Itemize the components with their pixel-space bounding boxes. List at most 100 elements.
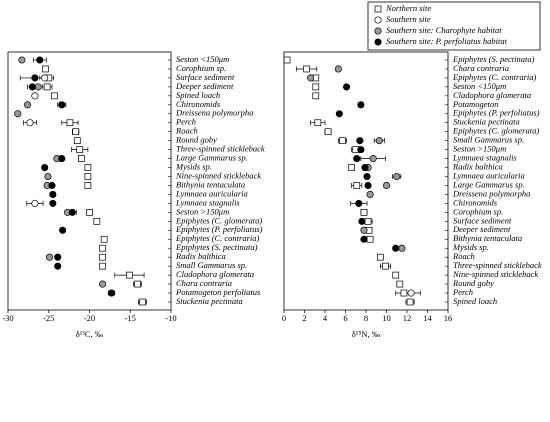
- category-label: Three-spinned stickleback: [453, 260, 542, 270]
- point: [314, 119, 322, 127]
- category-label: Chara contraria: [453, 63, 509, 73]
- category-label: Mysids sp.: [175, 162, 212, 172]
- x-tick-label: -10: [165, 313, 176, 323]
- point: [99, 253, 106, 261]
- point: [334, 65, 342, 73]
- point: [307, 74, 315, 82]
- point: [360, 209, 368, 216]
- category-label: Dreissena polymorpha: [452, 188, 530, 198]
- point: [357, 146, 365, 154]
- category-label: Lymnaea stagnalis: [175, 197, 240, 207]
- x-axis-label: δ¹⁵N, ‰: [352, 329, 381, 339]
- category-label: Lymnaea auricularia: [175, 188, 248, 198]
- point: [99, 262, 106, 270]
- point: [360, 235, 368, 243]
- category-label: Large Gammarus sp.: [175, 153, 248, 163]
- category-label: Epiphytes (C. contraria): [175, 233, 260, 243]
- category-label: Nine-spinned stickleback: [175, 170, 261, 180]
- x-tick-label: 12: [403, 313, 412, 323]
- category-label: Epiphytes (S. pectinata): [175, 242, 258, 252]
- category-label: Cladophora glomerata: [453, 90, 531, 100]
- point: [355, 199, 363, 207]
- point: [51, 92, 58, 100]
- point: [364, 181, 372, 190]
- point: [361, 164, 369, 172]
- point: [374, 38, 382, 46]
- category-label: Perch: [175, 117, 196, 127]
- category-label: Large Gammarus sp.: [452, 179, 525, 189]
- point: [41, 74, 49, 82]
- category-label: Mysids sp.: [452, 242, 489, 252]
- point: [84, 182, 92, 189]
- point: [374, 16, 382, 24]
- point: [98, 280, 107, 288]
- point: [356, 137, 364, 145]
- category-label: Epiphytes (S. pectinata): [452, 54, 535, 64]
- point: [41, 164, 49, 172]
- point: [28, 83, 37, 91]
- category-label: Cladophora glomerata: [176, 269, 254, 279]
- legend-box: [367, 1, 541, 51]
- x-tick-label: 2: [302, 313, 306, 323]
- point: [358, 217, 366, 225]
- point: [134, 280, 141, 288]
- point: [369, 155, 377, 163]
- point: [407, 289, 415, 297]
- x-tick-label: 8: [364, 313, 368, 323]
- point: [398, 244, 406, 252]
- point: [374, 5, 382, 13]
- x-tick-label: -25: [43, 313, 54, 323]
- point: [77, 155, 85, 162]
- point: [324, 128, 332, 136]
- point: [312, 92, 320, 100]
- point: [375, 137, 383, 145]
- point: [342, 83, 351, 91]
- point: [360, 226, 368, 234]
- category-label: Lymnaea auricularia: [452, 170, 525, 180]
- category-label: Epiphytes (C. glomerata): [175, 215, 262, 225]
- x-tick-label: 10: [382, 313, 391, 323]
- category-label: Epiphytes (P. perfoliatus): [175, 224, 263, 234]
- point: [66, 119, 74, 127]
- legend-label: Northern site: [385, 3, 431, 13]
- point: [36, 56, 44, 64]
- category-label: Stuckenia pectinata: [453, 117, 520, 127]
- point: [366, 190, 374, 198]
- category-label: Corophium sp.: [453, 206, 503, 216]
- category-label: Epiphytes (C. glomerata): [452, 126, 539, 136]
- category-label: Roach: [452, 251, 475, 261]
- category-label: Small Gammarus sp.: [176, 260, 247, 270]
- point: [84, 173, 92, 180]
- point: [72, 128, 79, 136]
- point: [84, 164, 92, 171]
- point: [99, 244, 106, 252]
- point: [382, 181, 391, 190]
- point: [44, 172, 52, 181]
- point: [366, 235, 374, 243]
- x-tick-label: 6: [343, 313, 347, 323]
- point: [58, 155, 66, 163]
- category-label: Spined loach: [176, 90, 220, 100]
- point: [364, 217, 372, 225]
- point: [93, 217, 101, 225]
- point: [353, 182, 361, 189]
- point: [377, 253, 384, 261]
- point: [76, 146, 84, 153]
- category-label: Radix balthica: [175, 251, 226, 261]
- legend-label: Southern site: [386, 14, 431, 24]
- point: [392, 271, 400, 279]
- point: [283, 56, 291, 64]
- category-label: Stuckenia pectinata: [176, 296, 243, 306]
- point: [107, 289, 116, 297]
- category-label: Potamogeton: [452, 99, 498, 109]
- point: [42, 65, 49, 73]
- x-axis-label: δ¹³C, ‰: [76, 329, 104, 339]
- category-label: Surface sediment: [176, 72, 235, 82]
- category-label: Three-spinned stickleback: [176, 144, 265, 154]
- x-tick-label: 16: [444, 313, 453, 323]
- point: [312, 83, 320, 91]
- point: [348, 164, 355, 171]
- category-label: Roach: [175, 126, 198, 136]
- point: [58, 101, 66, 109]
- category-label: Radix balthica: [452, 162, 503, 172]
